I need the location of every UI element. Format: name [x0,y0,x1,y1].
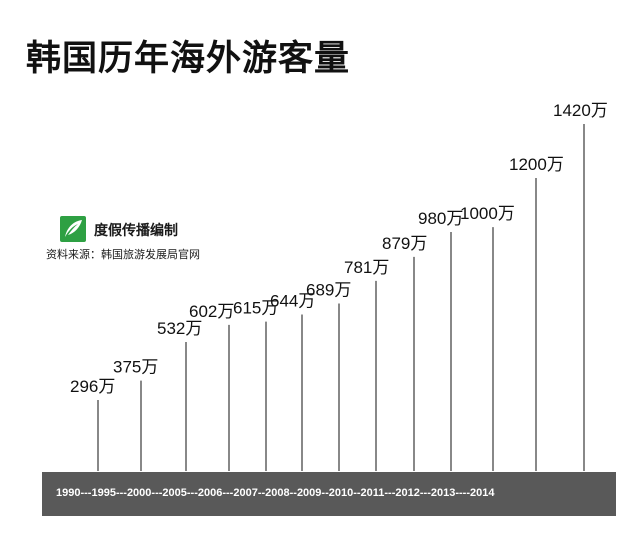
brand-name: 度假传播编制 [94,223,178,239]
value-label-2007: 644万 [270,292,315,311]
value-label-2009: 781万 [344,258,389,277]
value-label-1990: 296万 [70,377,115,396]
value-label-2014: 1420万 [553,101,608,120]
value-label-2012: 1000万 [460,204,515,223]
x-tick-1995: 1995--- [91,487,127,499]
x-tick-labels: 1990---1995---2000---2005---2006---2007-… [56,487,495,499]
x-tick-2006: 2006--- [198,487,234,499]
value-label-2000: 532万 [157,319,202,338]
value-label-2010: 879万 [382,234,427,253]
x-tick-2014: 2014 [470,487,495,499]
x-tick-2008: 2008-- [265,487,297,499]
x-tick-2012: 2012--- [395,487,431,499]
x-tick-2009: 2009-- [297,487,329,499]
value-label-2006: 615万 [233,299,278,318]
x-axis-labels: 1990---1995---2000---2005---2006---2007-… [56,487,495,499]
value-label-2005: 602万 [189,302,234,321]
green-leaf-logo-icon [60,216,86,242]
page-title: 韩国历年海外游客量 [26,39,351,79]
source-note: 资料来源：韩国旅游发展局官网 [46,248,200,261]
value-label-2008: 689万 [306,280,351,299]
x-tick-2010: 2010-- [329,487,361,499]
x-axis-band [42,472,616,516]
x-tick-2000: 2000--- [127,487,163,499]
value-label-1995: 375万 [113,358,158,377]
x-tick-2007: 2007-- [233,487,265,499]
x-tick-1990: 1990--- [56,487,92,499]
value-label-2013: 1200万 [509,155,564,174]
x-tick-2011: 2011--- [361,487,396,499]
value-label-2011: 980万 [418,209,463,228]
x-tick-2005: 2005--- [162,487,198,499]
x-tick-2013: 2013---- [431,487,470,499]
